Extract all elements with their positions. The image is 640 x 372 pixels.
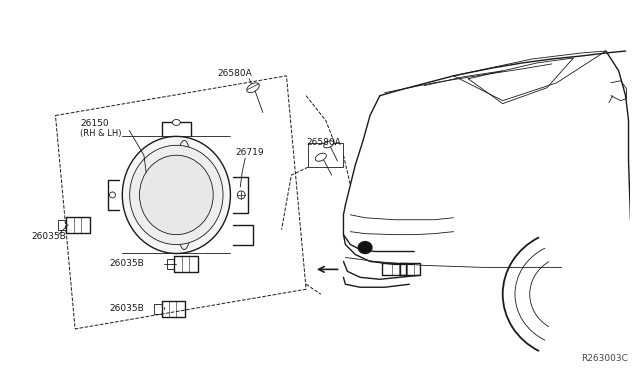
Ellipse shape bbox=[247, 83, 259, 93]
Text: (RH & LH): (RH & LH) bbox=[80, 129, 122, 138]
Text: 26719: 26719 bbox=[236, 148, 264, 157]
Ellipse shape bbox=[172, 119, 180, 125]
Text: 26035B: 26035B bbox=[109, 304, 144, 313]
Text: 26150: 26150 bbox=[80, 119, 109, 128]
Ellipse shape bbox=[324, 141, 334, 148]
Ellipse shape bbox=[237, 191, 245, 199]
Text: 26035B: 26035B bbox=[31, 232, 66, 241]
Text: 26580A: 26580A bbox=[217, 69, 252, 78]
Ellipse shape bbox=[109, 192, 115, 198]
Ellipse shape bbox=[358, 241, 372, 253]
Ellipse shape bbox=[122, 137, 230, 253]
Text: 26580A: 26580A bbox=[306, 138, 341, 147]
Ellipse shape bbox=[174, 140, 194, 250]
Text: 26035B: 26035B bbox=[109, 259, 144, 269]
Text: R263003C: R263003C bbox=[581, 354, 628, 363]
Ellipse shape bbox=[140, 155, 213, 235]
Ellipse shape bbox=[130, 145, 223, 244]
Ellipse shape bbox=[316, 153, 326, 161]
